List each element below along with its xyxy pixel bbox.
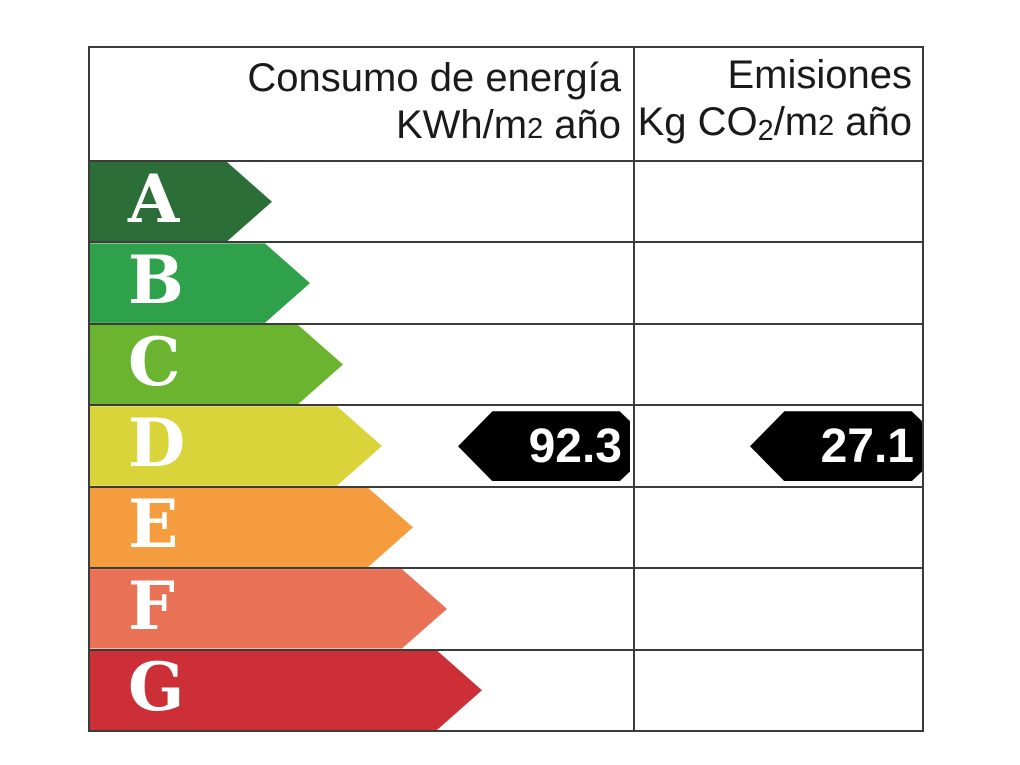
rating-letter-b: B xyxy=(128,241,184,320)
rating-row-c: C xyxy=(90,325,922,407)
emissions-column-header: Emisiones Kg CO2/m2 año xyxy=(635,48,922,160)
column-divider xyxy=(633,48,635,730)
rating-row-g: G xyxy=(90,651,922,730)
energy-rating-table: Consumo de energía KWh/m2 año Emisiones … xyxy=(88,46,924,732)
rating-arrow-a: A xyxy=(90,162,272,241)
superscript-2: 2 xyxy=(527,113,544,145)
rating-arrow-g: G xyxy=(90,651,482,730)
rating-arrow-c: C xyxy=(90,325,343,404)
table-header: Consumo de energía KWh/m2 año Emisiones … xyxy=(90,48,922,162)
consumption-value-arrow: 92.3 xyxy=(458,411,630,482)
subscript-2: 2 xyxy=(757,115,774,148)
rating-letter-g: G xyxy=(128,648,185,727)
emissions-value-arrow: 27.1 xyxy=(750,411,922,482)
rating-arrow-e: E xyxy=(90,488,413,567)
rating-row-e: E xyxy=(90,488,922,570)
rating-letter-f: F xyxy=(128,566,175,645)
rating-arrow-b: B xyxy=(90,243,310,322)
rating-row-a: A xyxy=(90,162,922,244)
rating-arrow-f: F xyxy=(90,569,447,648)
rating-row-f: F xyxy=(90,569,922,651)
rating-letter-d: D xyxy=(128,403,186,482)
emissions-value: 27.1 xyxy=(820,419,914,473)
rating-letter-c: C xyxy=(128,322,181,401)
consumption-title: Consumo de energía xyxy=(247,56,621,100)
consumption-unit: KWh/m2 año xyxy=(396,103,621,147)
consumption-value: 92.3 xyxy=(528,419,622,473)
rating-letter-a: A xyxy=(128,159,180,238)
emissions-unit: Kg CO2/m2 año xyxy=(637,100,912,148)
rating-row-d: D 92.3 27.1 xyxy=(90,406,922,488)
superscript-2: 2 xyxy=(818,110,835,143)
consumption-column-header: Consumo de energía KWh/m2 año xyxy=(90,48,635,160)
rating-row-b: B xyxy=(90,243,922,325)
emissions-title: Emisiones xyxy=(727,53,912,98)
rating-letter-e: E xyxy=(128,485,179,564)
rating-arrow-d: D xyxy=(90,406,382,485)
